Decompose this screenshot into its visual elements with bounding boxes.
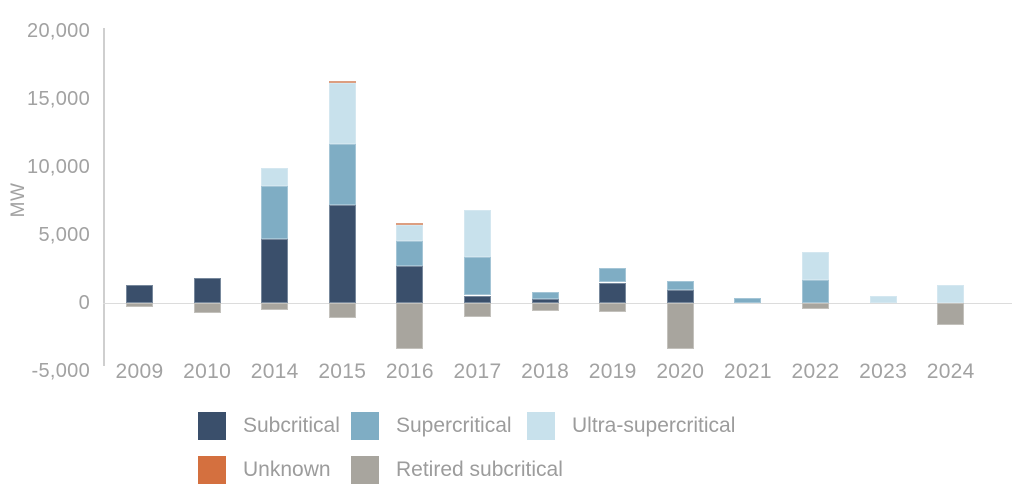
bar-segment-2014-supercritical: [261, 185, 289, 239]
bar-segment-2018-supercritical: [531, 292, 559, 299]
bar-segment-2024-ultra-supercritical: [937, 285, 965, 303]
x-tick-2019: 2019: [588, 360, 637, 383]
y-tick-10000: 10,000: [27, 156, 90, 178]
bar-segment-2020-retired-subcritical: [666, 303, 694, 350]
legend-label-unknown: Unknown: [243, 458, 331, 481]
bar-segment-2015-unknown: [328, 80, 356, 84]
bar-segment-2010-subcritical: [193, 278, 221, 303]
bar-segment-2014-subcritical: [261, 238, 289, 303]
legend-label-subcritical: Subcritical: [243, 414, 340, 437]
bar-segment-2024-retired-subcritical: [937, 303, 965, 325]
x-tick-2021: 2021: [723, 360, 772, 383]
legend-item-supercritical: Supercritical: [351, 412, 512, 440]
legend-swatch-supercritical: [351, 412, 379, 440]
x-tick-2016: 2016: [385, 360, 434, 383]
x-tick-2022: 2022: [791, 360, 840, 383]
bar-segment-2015-subcritical: [328, 204, 356, 303]
bar-segment-2017-supercritical: [464, 256, 491, 296]
bar-segment-2018-subcritical: [531, 298, 559, 303]
x-tick-2017: 2017: [453, 360, 502, 383]
legend-swatch-subcritical: [198, 412, 226, 440]
y-tick-minus5000: -5,000: [31, 360, 90, 382]
x-tick-2020: 2020: [656, 360, 705, 383]
bar-segment-2016-unknown: [396, 222, 424, 226]
y-axis-title: MW: [8, 182, 29, 218]
y-tick-0: 0: [78, 292, 90, 314]
bar-segment-2016-retired-subcritical: [396, 303, 424, 349]
y-tick-20000: 20,000: [27, 20, 90, 42]
y-axis-line: [103, 28, 105, 366]
bar-segment-2016-ultra-supercritical: [396, 225, 424, 241]
x-tick-2023: 2023: [859, 360, 908, 383]
bar-segment-2020-subcritical: [666, 290, 694, 303]
legend-item-subcritical: Subcritical: [198, 412, 340, 440]
bar-segment-2022-ultra-supercritical: [802, 251, 829, 280]
x-tick-2018: 2018: [521, 360, 570, 383]
bar-segment-2020-supercritical: [666, 280, 694, 290]
bar-segment-2014-ultra-supercritical: [261, 168, 289, 186]
legend-item-retired-subcritical: Retired subcritical: [351, 456, 563, 484]
bar-segment-2019-supercritical: [599, 268, 627, 283]
legend-label-supercritical: Supercritical: [396, 414, 512, 437]
bar-segment-2009-subcritical: [126, 284, 153, 303]
bar-segment-2023-ultra-supercritical: [869, 295, 897, 303]
bar-segment-2019-subcritical: [599, 282, 627, 303]
x-tick-2009: 2009: [115, 360, 164, 383]
bar-segment-2015-supercritical: [328, 144, 356, 205]
bar-segment-2017-ultra-supercritical: [464, 210, 491, 257]
legend-swatch-unknown: [198, 456, 226, 484]
x-tick-2024: 2024: [926, 360, 975, 383]
legend-label-retired-subcritical: Retired subcritical: [396, 458, 563, 481]
x-tick-2015: 2015: [318, 360, 367, 383]
bar-segment-2016-subcritical: [396, 266, 424, 303]
bar-segment-2015-retired-subcritical: [328, 303, 356, 318]
bar-segment-2022-retired-subcritical: [802, 303, 829, 310]
bar-segment-2016-supercritical: [396, 240, 424, 267]
legend-swatch-ultra-supercritical: [527, 412, 555, 440]
x-tick-2014: 2014: [250, 360, 299, 383]
bar-segment-2018-retired-subcritical: [531, 303, 559, 311]
bar-segment-2017-subcritical: [464, 295, 491, 303]
bar-segment-2015-ultra-supercritical: [328, 83, 356, 145]
legend-swatch-retired-subcritical: [351, 456, 379, 484]
x-tick-2010: 2010: [183, 360, 232, 383]
bar-segment-2010-retired-subcritical: [193, 303, 221, 314]
bar-segment-2014-retired-subcritical: [261, 303, 289, 310]
bar-segment-2019-retired-subcritical: [599, 303, 627, 312]
legend-label-ultra-supercritical: Ultra-supercritical: [572, 414, 736, 437]
bar-segment-2021-supercritical: [734, 297, 762, 303]
legend-item-unknown: Unknown: [198, 456, 331, 484]
bar-segment-2022-supercritical: [802, 279, 829, 303]
y-tick-5000: 5,000: [38, 224, 90, 246]
legend-item-ultra-supercritical: Ultra-supercritical: [527, 412, 735, 440]
bar-segment-2009-retired-subcritical: [126, 303, 153, 308]
y-tick-15000: 15,000: [27, 88, 90, 110]
bar-segment-2017-retired-subcritical: [464, 303, 491, 317]
